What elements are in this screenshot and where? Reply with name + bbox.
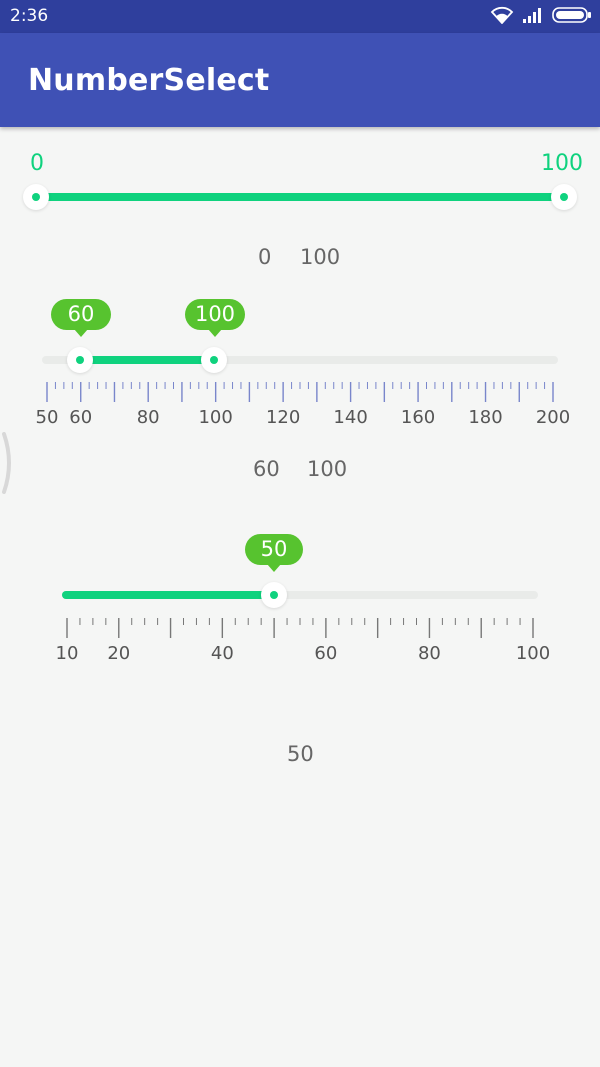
slider3-active-track [62, 591, 274, 599]
tick-label: 180 [468, 407, 503, 428]
tick-label: 60 [69, 407, 93, 428]
slider2-track [42, 356, 558, 364]
tick-label: 140 [333, 407, 368, 428]
tick-label: 80 [136, 407, 160, 428]
tick-label: 10 [55, 643, 79, 664]
tick-label: 100 [515, 643, 551, 664]
slider2-tick-scale [46, 382, 554, 402]
tick-label: 120 [265, 407, 301, 428]
status-bar: 2:36 [0, 0, 600, 33]
tick-label: 50 [35, 407, 59, 428]
slider1-high-value: 100 [300, 245, 341, 269]
slider3-value: 50 [287, 742, 314, 766]
status-time: 2:36 [10, 6, 49, 26]
status-icons [490, 6, 592, 28]
slider2-low-bubble: 60 [51, 299, 111, 337]
slider3-tick-scale [66, 618, 534, 638]
tick-label: 80 [417, 643, 441, 664]
tick-label: 100 [198, 407, 233, 428]
battery-icon [552, 7, 592, 27]
tick-label: 60 [314, 643, 338, 664]
app-title: NumberSelect [28, 63, 270, 98]
slider1-min-label: 0 [30, 151, 44, 176]
tick-label: 20 [107, 643, 131, 664]
slider3-thumb[interactable] [261, 582, 287, 608]
slider2-low-thumb[interactable] [67, 347, 93, 373]
wifi-icon [490, 6, 514, 28]
slider1-high-thumb[interactable] [551, 184, 577, 210]
edge-drawer-handle[interactable] [0, 432, 16, 494]
slider3-track [62, 591, 538, 599]
slider1-active-track [36, 193, 564, 201]
slider2-high-thumb[interactable] [201, 347, 227, 373]
slider2-high-bubble: 100 [185, 299, 245, 337]
tick-label: 200 [535, 407, 571, 428]
app-bar: NumberSelect [0, 33, 600, 127]
slider2-low-value: 60 [253, 457, 280, 481]
slider2-active-track [80, 356, 214, 364]
slider1-low-value: 0 [258, 245, 272, 269]
tick-label: 160 [400, 407, 436, 428]
slider3-bubble: 50 [245, 534, 303, 572]
tick-label: 40 [210, 643, 234, 664]
slider1-max-label: 100 [541, 151, 583, 176]
slider1-low-thumb[interactable] [23, 184, 49, 210]
signal-icon [522, 7, 544, 27]
slider2-high-value: 100 [307, 457, 348, 481]
